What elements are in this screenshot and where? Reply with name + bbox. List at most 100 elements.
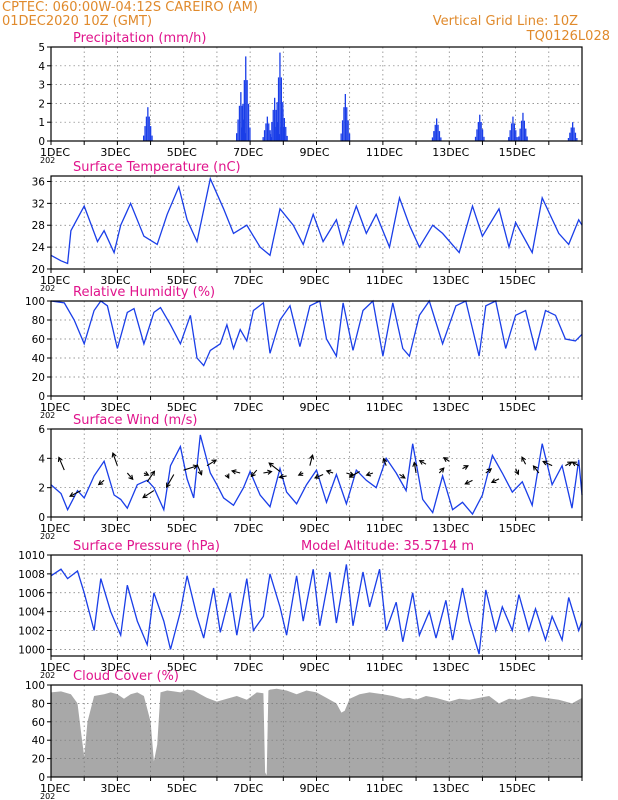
x-tick-label: 7DEC bbox=[233, 274, 263, 287]
wind-arrow bbox=[196, 463, 203, 475]
wind-arrow-head bbox=[490, 478, 497, 484]
precipitation-bar bbox=[346, 107, 348, 141]
x-tick-label: 1DEC bbox=[40, 522, 70, 535]
y-tick-label: 1004 bbox=[18, 607, 45, 619]
wind-arrow bbox=[413, 462, 417, 474]
precipitation-bar bbox=[344, 94, 346, 141]
y-tick-label: 28 bbox=[32, 220, 45, 232]
precipitation-bar bbox=[348, 133, 351, 141]
precipitation-bar bbox=[570, 127, 572, 141]
wind-arrow bbox=[268, 462, 281, 472]
precipitation-bar bbox=[523, 120, 525, 141]
precipitation-bar bbox=[286, 135, 288, 141]
panel-title: Surface Pressure (hPa) bbox=[73, 539, 220, 554]
wind-arrow bbox=[206, 459, 217, 467]
wind-arrow bbox=[572, 461, 579, 467]
x-tick-label: 15DEC bbox=[499, 661, 536, 674]
cloud-cover-area bbox=[51, 688, 582, 777]
precipitation-bar bbox=[440, 137, 442, 141]
precipitation-bar bbox=[480, 122, 482, 141]
precipitation-bar bbox=[522, 112, 524, 141]
wind-arrow bbox=[250, 469, 258, 477]
precipitation-bar bbox=[474, 136, 477, 141]
x-tick-label: 11DEC bbox=[366, 522, 403, 535]
panel-title: Precipitation (mm/h) bbox=[73, 31, 206, 46]
wind-arrow bbox=[126, 472, 134, 480]
wind-arrow bbox=[314, 473, 324, 479]
y-tick-label: 40 bbox=[32, 735, 45, 747]
wind-arrow bbox=[112, 452, 118, 466]
wind-arrow-head bbox=[365, 471, 372, 477]
x-tick-label: 11DEC bbox=[366, 274, 403, 287]
x-year-fragment: 202 bbox=[40, 411, 55, 420]
wind-arrow-head bbox=[128, 474, 134, 481]
precipitation-bar bbox=[526, 136, 528, 141]
wind-arrow-head bbox=[268, 462, 274, 468]
precipitation-bar bbox=[515, 130, 517, 141]
precipitation-bar bbox=[437, 124, 439, 141]
wind-arrow bbox=[521, 456, 527, 465]
x-tick-label: 15DEC bbox=[499, 782, 536, 795]
x-tick-label: 5DEC bbox=[167, 782, 197, 795]
wind-arrow bbox=[166, 474, 175, 488]
precipitation-bar bbox=[518, 136, 520, 141]
wind-arrow bbox=[69, 490, 82, 497]
precipitation-bar bbox=[431, 137, 434, 141]
precipitation-bar bbox=[509, 130, 511, 141]
precipitation-bar bbox=[240, 127, 243, 141]
precipitation-bar bbox=[145, 116, 148, 141]
precipitation-bar bbox=[244, 133, 246, 141]
y-tick-label: 1010 bbox=[18, 550, 45, 562]
x-tick-label: 13DEC bbox=[432, 661, 469, 674]
precipitation-bar bbox=[269, 134, 272, 141]
wind-arrow-head bbox=[521, 456, 527, 462]
precipitation-bar bbox=[247, 103, 250, 141]
precipitation-bar bbox=[243, 119, 245, 141]
precipitation-bar bbox=[275, 109, 277, 141]
precipitation-bar bbox=[516, 137, 518, 141]
y-tick-label: 24 bbox=[32, 242, 46, 254]
panel-annotation: Model Altitude: 35.5714 m bbox=[301, 539, 474, 554]
series-line bbox=[50, 299, 583, 367]
wind-arrow-head bbox=[97, 480, 104, 486]
plot-frame bbox=[50, 46, 583, 142]
y-tick-label: 4 bbox=[38, 61, 45, 73]
precipitation-bar bbox=[340, 133, 342, 141]
wind-arrow bbox=[279, 475, 287, 478]
precipitation-bar bbox=[573, 127, 575, 141]
wind-arrow-head bbox=[309, 454, 315, 460]
precipitation-bar bbox=[151, 135, 153, 141]
precipitation-bar bbox=[271, 122, 273, 141]
vertical-grid-note: Vertical Grid Line: 10Z bbox=[432, 14, 578, 29]
precipitation-bar bbox=[285, 126, 287, 141]
wind-arrow-head bbox=[418, 460, 425, 465]
precipitation-bar bbox=[347, 120, 349, 141]
x-tick-label: 9DEC bbox=[300, 661, 330, 674]
y-tick-label: 1008 bbox=[18, 569, 45, 581]
x-tick-label: 3DEC bbox=[100, 782, 130, 795]
precipitation-bar bbox=[262, 137, 264, 141]
precipitation-bar bbox=[483, 136, 485, 141]
wind-arrow-head bbox=[325, 469, 332, 475]
x-tick-label: 1DEC bbox=[40, 661, 70, 674]
wind-arrow-head bbox=[313, 474, 320, 479]
wind-arrow bbox=[346, 472, 354, 476]
run-datetime: 01DEC2020 10Z (GMT) bbox=[2, 14, 153, 29]
x-tick-label: 13DEC bbox=[432, 146, 469, 159]
wind-arrow-head bbox=[57, 456, 63, 462]
x-tick-label: 7DEC bbox=[233, 782, 263, 795]
y-tick-label: 20 bbox=[32, 264, 45, 276]
x-tick-label: 11DEC bbox=[366, 782, 403, 795]
precipitation-bar bbox=[525, 128, 527, 141]
y-tick-label: 1000 bbox=[18, 644, 45, 656]
wind-arrow-head bbox=[412, 461, 418, 467]
wind-arrow-head bbox=[230, 469, 237, 475]
y-tick-label: 2 bbox=[38, 483, 45, 495]
x-tick-label: 9DEC bbox=[300, 401, 330, 414]
precipitation-bar bbox=[283, 118, 285, 141]
precipitation-bar bbox=[268, 123, 270, 141]
x-year-fragment: 202 bbox=[40, 792, 55, 800]
x-tick-label: 7DEC bbox=[233, 146, 263, 159]
wind-arrow-head bbox=[382, 457, 388, 464]
